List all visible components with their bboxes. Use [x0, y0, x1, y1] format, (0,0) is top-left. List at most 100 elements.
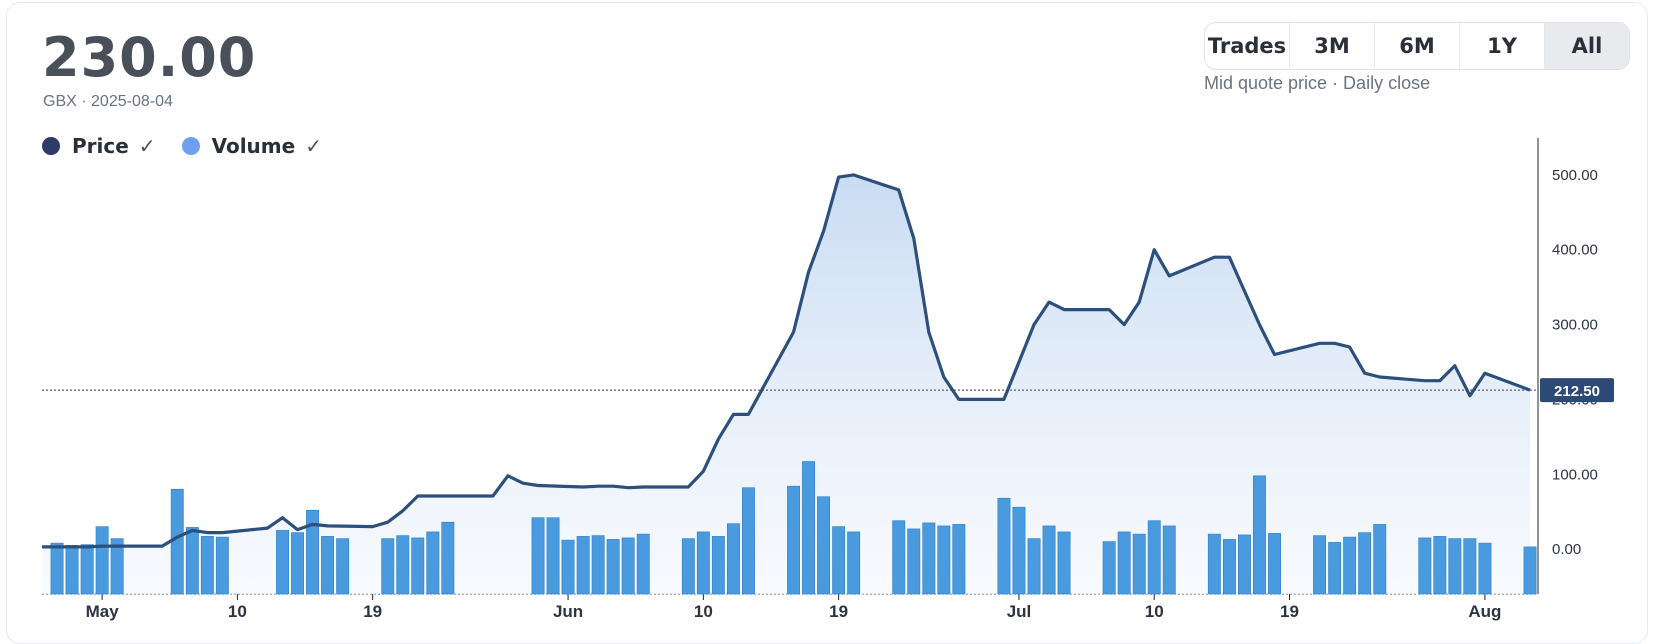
volume-bar: [95, 526, 109, 595]
volume-bar: [1012, 506, 1026, 595]
volume-bar: [787, 485, 801, 595]
volume-bar: [110, 538, 124, 595]
volume-bar: [997, 497, 1011, 595]
volume-bar: [892, 520, 906, 595]
volume-bar: [1268, 533, 1282, 595]
range-button-all[interactable]: All: [1545, 23, 1629, 69]
volume-bar: [1448, 538, 1462, 595]
volume-bar: [531, 517, 545, 595]
legend-label-volume: Volume: [211, 134, 296, 158]
volume-bar: [576, 536, 590, 595]
volume-bar: [1102, 541, 1116, 595]
volume-bar: [802, 461, 816, 595]
volume-bar: [276, 530, 289, 595]
volume-bar: [696, 531, 710, 595]
price-volume-chart[interactable]: 0.00100.00200.00300.00400.00500.00May101…: [0, 0, 1653, 626]
volume-bar: [1238, 534, 1251, 595]
x-tick-label: 19: [829, 602, 848, 621]
x-tick-label: 19: [363, 602, 382, 621]
volume-bar: [546, 517, 560, 595]
legend-item-price[interactable]: Price ✓: [42, 134, 156, 158]
x-tick-label: 10: [228, 602, 247, 621]
x-tick-label: Jul: [1007, 602, 1032, 621]
volume-bar: [561, 539, 575, 595]
volume-bar: [1147, 520, 1161, 595]
volume-bar: [1433, 536, 1447, 595]
last-price-badge: [1540, 378, 1614, 403]
currency-code: GBX: [43, 93, 77, 110]
range-button-6m[interactable]: 6M: [1375, 23, 1460, 69]
price-line: [42, 173, 1531, 549]
volume-bar: [306, 509, 319, 595]
volume-bar: [937, 525, 951, 595]
volume-bar: [1223, 539, 1236, 595]
chart-legend: Price ✓ Volume ✓: [42, 134, 348, 158]
volume-bar: [1042, 525, 1056, 595]
x-tick-label: 10: [694, 602, 713, 621]
subtitle-separator: ·: [81, 93, 87, 110]
volume-bar: [847, 531, 861, 595]
volume-bar: [1057, 531, 1071, 595]
volume-bar: [1253, 475, 1266, 595]
volume-bar: [832, 526, 846, 595]
volume-bar: [291, 532, 304, 595]
y-tick-label: 500.00: [1552, 167, 1598, 184]
volume-bar: [606, 539, 620, 595]
check-icon: ✓: [305, 134, 322, 158]
volume-bar: [952, 524, 966, 595]
volume-bar: [1478, 542, 1492, 595]
volume-bar: [1207, 533, 1221, 595]
volume-bar: [1358, 532, 1372, 595]
volume-bar: [215, 536, 229, 595]
volume-bar: [1027, 538, 1041, 595]
legend-item-volume[interactable]: Volume ✓: [181, 134, 322, 158]
volume-bar: [1463, 538, 1477, 595]
range-button-3m[interactable]: 3M: [1290, 23, 1375, 69]
volume-bar: [817, 496, 831, 595]
volume-bar: [1132, 533, 1146, 595]
x-tick-label: Jun: [553, 602, 583, 621]
price-type-note: Mid quote price · Daily close: [1204, 73, 1431, 93]
y-tick-label: 100.00: [1552, 466, 1598, 483]
volume-legend-dot-icon: [181, 137, 200, 155]
volume-bar: [170, 488, 184, 595]
y-tick-label: 300.00: [1552, 317, 1598, 334]
current-price: 230.00: [42, 26, 257, 89]
range-button-1y[interactable]: 1Y: [1460, 23, 1545, 69]
price-area: [42, 174, 1530, 594]
volume-bar: [711, 536, 725, 595]
volume-bar: [1162, 525, 1176, 595]
volume-bar: [321, 536, 334, 595]
last-price-label: 212.50: [1554, 383, 1600, 400]
x-tick-label: 19: [1280, 602, 1299, 621]
volume-bar: [426, 531, 440, 595]
volume-bar: [726, 523, 740, 595]
volume-bar: [411, 537, 425, 595]
range-selector: Trades 3M 6M 1Y All: [1204, 22, 1630, 70]
volume-bar: [185, 527, 199, 595]
volume-bar: [80, 544, 94, 595]
price-date: 2025-08-04: [91, 93, 173, 110]
volume-bar: [50, 542, 64, 595]
x-tick-label: Aug: [1468, 602, 1501, 621]
volume-bar: [681, 538, 695, 595]
volume-bar: [200, 536, 214, 595]
volume-bar: [591, 535, 605, 595]
volume-bar: [907, 528, 921, 595]
range-button-trades[interactable]: Trades: [1205, 23, 1290, 69]
check-icon: ✓: [138, 134, 156, 158]
x-tick-label: May: [86, 602, 120, 621]
volume-bar: [1523, 546, 1537, 595]
price-subtitle: GBX · 2025-08-04: [43, 93, 173, 111]
x-tick-label: 10: [1145, 602, 1164, 621]
volume-bar: [441, 521, 455, 595]
volume-bar: [621, 537, 635, 595]
volume-bar: [381, 538, 395, 595]
y-tick-label: 400.00: [1552, 242, 1598, 259]
volume-bar: [636, 533, 650, 595]
volume-bar: [1117, 531, 1131, 595]
legend-label-price: Price: [72, 134, 129, 158]
volume-bar: [741, 487, 755, 595]
volume-bar: [336, 538, 350, 595]
volume-bar: [922, 522, 936, 595]
